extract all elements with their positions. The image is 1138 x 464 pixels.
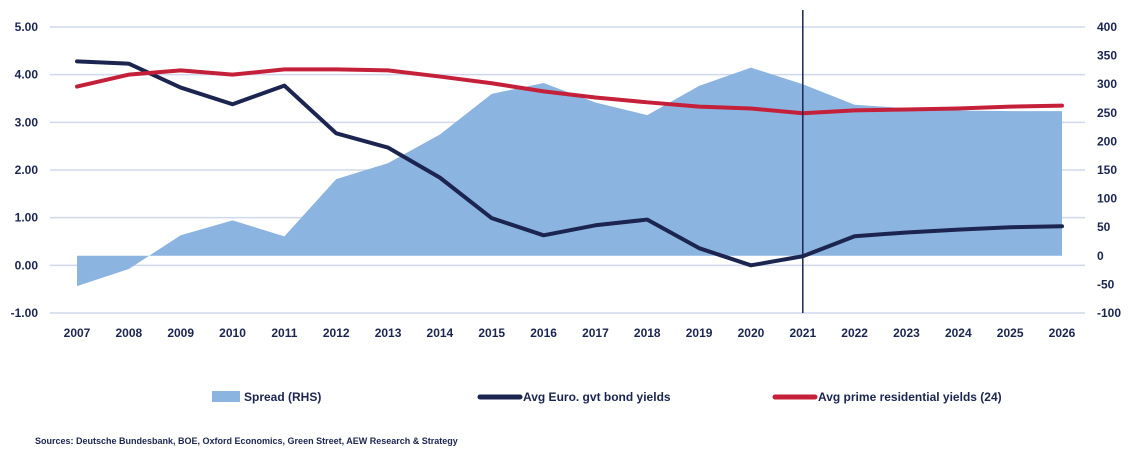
right-axis: 400 350 300 250 200 150 100 50 0 -50 -100 [1097, 20, 1121, 320]
right-tick-label: 0 [1097, 249, 1104, 263]
left-axis: 5.00 4.00 3.00 2.00 1.00 0.00 -1.00 [11, 20, 39, 320]
x-tick-label: 2021 [789, 326, 816, 340]
left-tick-label: 5.00 [15, 20, 39, 34]
right-tick-label: -50 [1097, 277, 1115, 291]
x-tick-label: 2016 [530, 326, 557, 340]
right-tick-label: 50 [1097, 220, 1111, 234]
right-tick-label: -100 [1097, 306, 1121, 320]
x-tick-label: 2011 [271, 326, 297, 340]
x-tick-label: 2007 [64, 326, 91, 340]
legend-label: Avg prime residential yields (24) [818, 390, 1002, 404]
x-tick-label: 2019 [686, 326, 713, 340]
x-tick-label: 2008 [115, 326, 142, 340]
right-tick-label: 100 [1097, 192, 1117, 206]
x-tick-label: 2009 [167, 326, 194, 340]
right-tick-label: 400 [1097, 20, 1117, 34]
x-tick-label: 2012 [323, 326, 350, 340]
left-tick-label: 4.00 [15, 68, 39, 82]
x-tick-label: 2023 [893, 326, 920, 340]
right-tick-label: 200 [1097, 134, 1117, 148]
left-tick-label: 1.00 [15, 211, 39, 225]
x-tick-label: 2017 [582, 326, 609, 340]
x-tick-label: 2018 [634, 326, 661, 340]
left-tick-label: -1.00 [11, 306, 39, 320]
x-tick-label: 2014 [427, 326, 454, 340]
x-axis: 2007 2008 2009 2010 2011 2012 2013 2014 2015 2016… [64, 326, 1076, 340]
x-tick-label: 2010 [219, 326, 246, 340]
right-tick-label: 150 [1097, 163, 1117, 177]
x-tick-label: 2026 [1049, 326, 1076, 340]
legend-label: Spread (RHS) [244, 390, 321, 404]
right-tick-label: 250 [1097, 106, 1117, 120]
x-tick-label: 2025 [997, 326, 1024, 340]
left-tick-label: 0.00 [15, 258, 39, 272]
source-note: Sources: Deutsche Bundesbank, BOE, Oxfor… [35, 436, 458, 446]
legend-swatch-spread [212, 391, 240, 402]
left-tick-label: 2.00 [15, 163, 39, 177]
right-tick-label: 300 [1097, 77, 1117, 91]
left-tick-label: 3.00 [15, 115, 39, 129]
x-tick-label: 2024 [945, 326, 972, 340]
legend: Spread (RHS) Avg Euro. gvt bond yields Avg… [212, 390, 1002, 404]
legend-label: Avg Euro. gvt bond yields [523, 390, 671, 404]
x-tick-label: 2020 [738, 326, 765, 340]
right-tick-label: 350 [1097, 49, 1117, 63]
x-tick-label: 2015 [478, 326, 505, 340]
x-tick-label: 2022 [841, 326, 868, 340]
x-tick-label: 2013 [375, 326, 402, 340]
